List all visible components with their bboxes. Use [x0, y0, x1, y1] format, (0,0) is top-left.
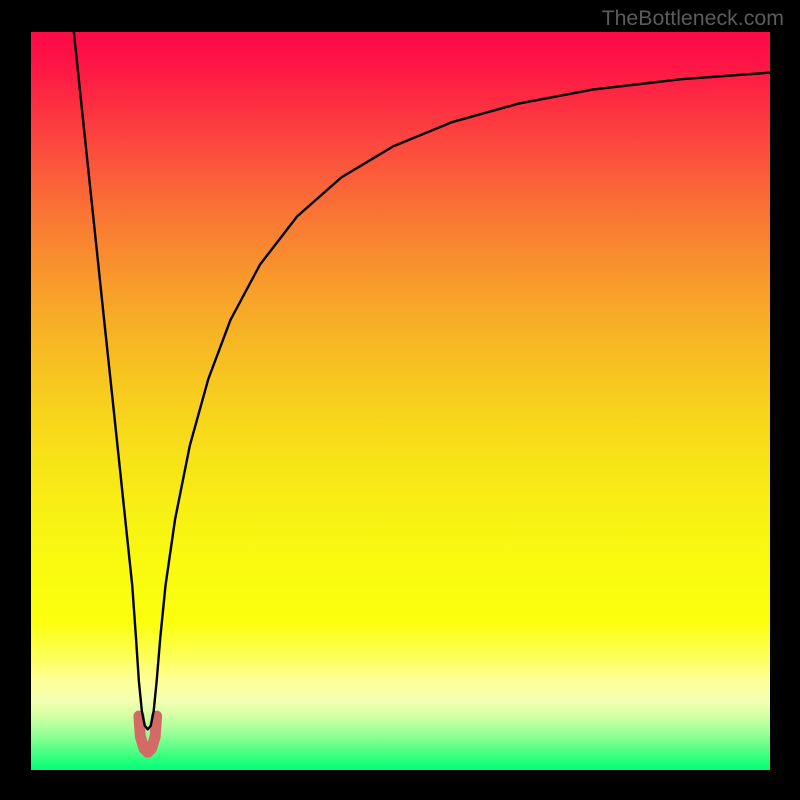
plot-svg: [31, 32, 770, 770]
bottleneck-curve: [74, 32, 770, 729]
dip-marker: [139, 716, 157, 752]
chart-stage: TheBottleneck.com: [0, 0, 800, 800]
plot-frame: [31, 32, 770, 770]
watermark-text: TheBottleneck.com: [602, 6, 784, 31]
